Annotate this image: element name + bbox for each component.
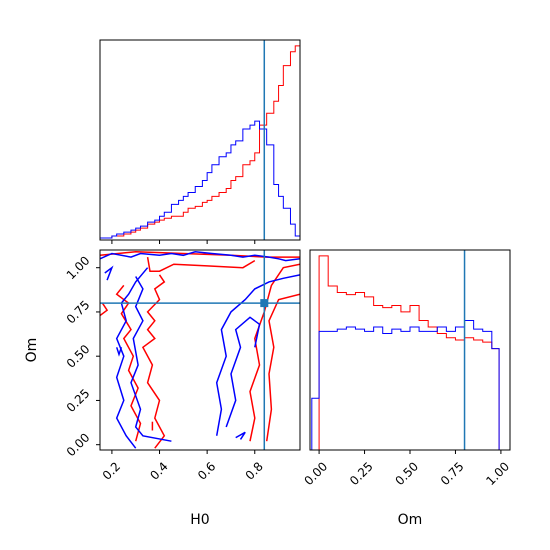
contour-line-series_b [115, 267, 149, 449]
histogram-series-series_b [311, 320, 507, 450]
x-tick-label: 0.4 [147, 459, 170, 482]
x-tick-label: 1.00 [483, 459, 512, 488]
contour-line-series_b [104, 265, 114, 281]
x-axis-label: Om [398, 512, 423, 528]
x-tick-label: 0.50 [392, 459, 421, 488]
contour-line-series_a [100, 302, 109, 317]
contour-h0-om-panel: 0.2 0.4 0.6 0.8 0.00 0.25 0.50 0.75 1.00 H0 Om [24, 249, 301, 528]
histogram-series-series_b [100, 120, 300, 240]
contour-line-series_a [249, 263, 300, 442]
y-axis-label: Om [24, 338, 40, 363]
truth-marker [260, 299, 269, 308]
x-tick-label: 0.6 [195, 459, 218, 482]
contour-line-series_a [115, 284, 142, 442]
contour-line-series_b [130, 276, 172, 442]
contour-line-series_b [215, 274, 300, 436]
contour-line-series_b [100, 251, 300, 262]
contour-line-series_b [115, 347, 123, 357]
contour-line-series_b [225, 316, 261, 428]
x-tick-label: 0.00 [302, 459, 331, 488]
histogram-om-panel: 0.00 0.25 0.50 0.75 1.00 Om [302, 249, 512, 528]
contour-line-series_a [265, 293, 300, 442]
x-axis-label: H0 [190, 512, 209, 528]
histogram-h0-panel [99, 39, 301, 244]
y-tick-label: 0.00 [64, 430, 93, 459]
histogram-series-series_a [100, 45, 300, 240]
y-tick-label: 0.50 [64, 342, 93, 371]
contour-line-series_a [141, 274, 166, 449]
axes-frame [99, 249, 301, 451]
y-tick-label: 0.75 [64, 298, 93, 327]
contour-line-series_a [146, 256, 256, 272]
x-tick-label: 0.2 [100, 459, 123, 482]
histogram-series-series_a [311, 255, 507, 450]
axes-frame [99, 39, 301, 241]
y-tick-label: 1.00 [64, 253, 93, 282]
x-tick-label: 0.8 [243, 459, 266, 482]
x-tick-label: 0.75 [438, 459, 467, 488]
y-tick-label: 0.25 [64, 386, 93, 415]
contour-line-series_b [235, 431, 246, 440]
x-tick-label: 0.25 [347, 459, 376, 488]
axes-frame [309, 249, 511, 451]
